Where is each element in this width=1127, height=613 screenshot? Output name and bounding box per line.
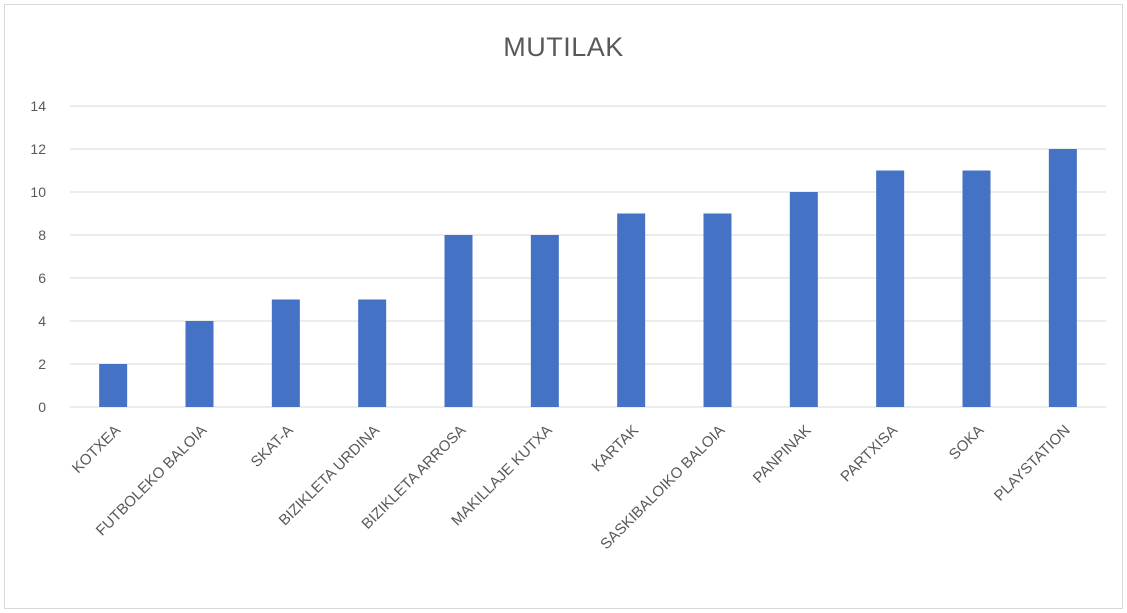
chart-title: MUTILAK [503,32,624,62]
x-category-label: PANPINAK [750,422,815,487]
y-tick-label: 4 [38,313,46,329]
y-tick-label: 10 [30,184,46,200]
x-category-label: SKAT-A [248,422,297,471]
bar-0 [99,364,128,407]
bar-2 [271,299,300,407]
x-category-label: PARTXISA [837,422,901,486]
bar-10 [962,170,991,407]
y-axis-ticks: 0 2 4 6 8 10 12 14 [30,98,46,415]
bar-8 [789,192,818,407]
bar-11 [1048,149,1077,407]
y-tick-label: 6 [38,270,46,286]
bar-7 [703,213,732,407]
gridlines [70,105,1106,408]
bar-1 [185,321,214,407]
y-tick-label: 8 [38,227,46,243]
y-tick-label: 14 [30,98,46,114]
y-tick-label: 0 [38,399,46,415]
bar-9 [876,170,905,407]
y-tick-label: 12 [30,141,46,157]
x-category-label: KOTXEA [69,422,124,477]
bar-4 [444,235,473,407]
x-category-label: SOKA [946,422,987,463]
chart-frame [4,4,1123,609]
x-category-label: PLAYSTATION [991,422,1074,505]
bars [99,149,1077,407]
y-tick-label: 2 [38,356,46,372]
bar-3 [358,299,387,407]
bar-5 [530,235,559,407]
x-category-label: KARTAK [589,422,642,475]
bar-6 [617,213,646,407]
